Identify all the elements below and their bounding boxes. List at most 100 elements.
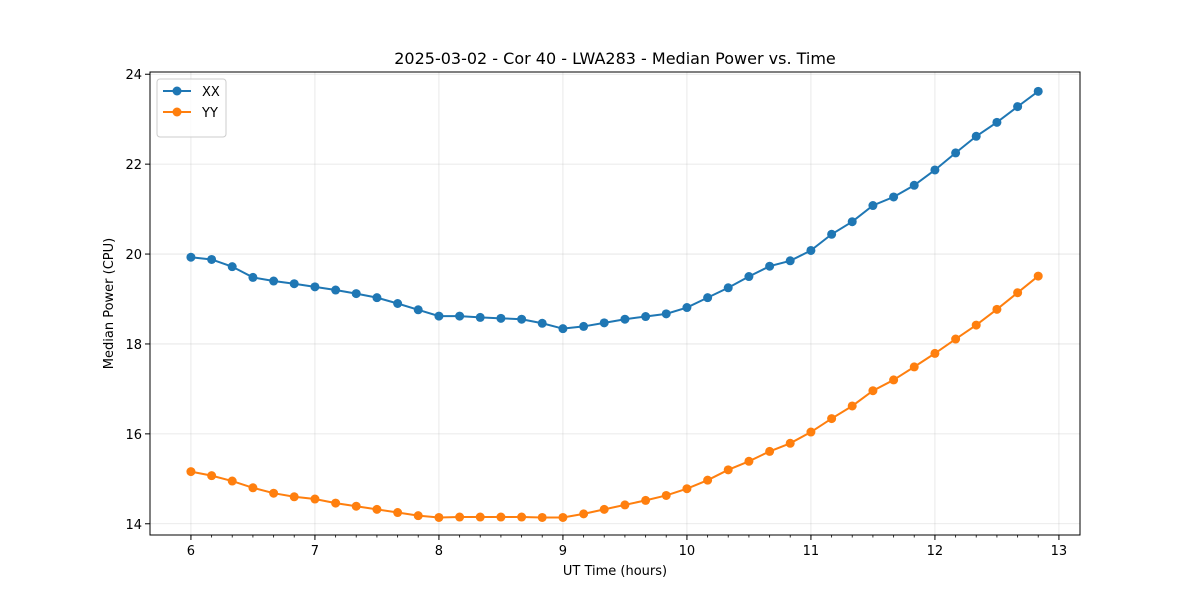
data-point-yy [971, 320, 981, 330]
x-tick-label: 6 [187, 544, 195, 559]
data-point-yy [847, 401, 857, 411]
data-point-xx [599, 318, 609, 328]
series-xx [186, 86, 1043, 334]
grid [150, 72, 1080, 535]
data-point-xx [413, 305, 423, 315]
data-point-yy [372, 504, 382, 514]
data-point-yy [992, 304, 1002, 314]
data-point-xx [517, 314, 527, 324]
data-point-xx [496, 313, 506, 323]
data-point-xx [723, 283, 733, 293]
data-point-yy [331, 498, 341, 508]
data-point-yy [496, 512, 506, 522]
legend: XX YY [156, 78, 227, 138]
data-point-xx [951, 148, 961, 158]
y-tick-label: 24 [125, 68, 142, 83]
axes: 6 7 8 9 10 11 12 13 14 16 18 20 22 24 [125, 68, 1067, 559]
data-point-xx [930, 165, 940, 175]
data-point-xx [186, 252, 196, 262]
data-point-yy [413, 511, 423, 521]
x-tick-label: 11 [803, 544, 820, 559]
data-point-yy [661, 490, 671, 500]
data-point-yy [248, 483, 258, 493]
data-point-xx [579, 321, 589, 331]
data-point-yy [310, 494, 320, 504]
data-point-yy [930, 348, 940, 358]
data-point-xx [393, 299, 403, 308]
data-point-xx [269, 276, 279, 286]
data-point-yy [682, 484, 692, 494]
data-point-yy [806, 427, 816, 437]
data-point-yy [455, 512, 465, 522]
data-point-yy [909, 362, 919, 372]
legend-marker-yy [172, 107, 182, 117]
legend-label-yy: YY [201, 106, 218, 121]
data-point-yy [186, 467, 196, 477]
data-point-xx [351, 289, 361, 299]
data-point-yy [744, 456, 754, 466]
data-point-xx [909, 180, 919, 190]
data-point-xx [310, 282, 320, 292]
data-point-yy [785, 438, 795, 448]
data-point-yy [641, 495, 651, 505]
data-point-yy [289, 492, 299, 502]
data-point-xx [765, 261, 775, 271]
data-point-yy [558, 512, 568, 522]
data-point-xx [744, 272, 754, 282]
data-point-xx [1033, 86, 1043, 96]
data-point-xx [620, 314, 630, 324]
data-point-yy [599, 504, 609, 514]
data-point-xx [558, 324, 568, 334]
data-point-yy [951, 334, 961, 344]
data-point-yy [889, 375, 899, 385]
data-point-xx [806, 245, 816, 255]
legend-marker-xx [172, 86, 182, 96]
data-point-yy [517, 512, 527, 522]
x-tick-label: 13 [1051, 544, 1068, 559]
data-point-yy [827, 414, 837, 424]
chart-title: 2025-03-02 - Cor 40 - LWA283 - Median Po… [394, 49, 836, 68]
data-point-xx [785, 256, 795, 266]
data-point-yy [207, 471, 217, 481]
y-tick-label: 16 [125, 428, 142, 443]
data-point-xx [682, 303, 692, 313]
data-point-xx [847, 217, 857, 227]
x-tick-label: 9 [559, 544, 567, 559]
data-point-yy [393, 508, 403, 518]
data-point-xx [289, 279, 299, 289]
data-point-xx [207, 254, 217, 264]
y-tick-label: 22 [125, 158, 142, 173]
data-point-xx [434, 311, 444, 321]
x-tick-label: 10 [679, 544, 696, 559]
data-point-xx [372, 293, 382, 303]
data-point-xx [827, 229, 837, 239]
y-tick-label: 18 [125, 338, 142, 353]
data-point-xx [889, 192, 899, 202]
data-point-xx [1013, 102, 1023, 112]
data-point-yy [269, 488, 279, 498]
y-tick-label: 14 [125, 518, 142, 533]
data-point-yy [703, 475, 713, 485]
data-point-xx [537, 318, 547, 328]
legend-label-xx: XX [202, 85, 220, 100]
y-axis-label: Median Power (CPU) [102, 238, 117, 369]
data-point-xx [248, 272, 258, 282]
x-tick-label: 7 [311, 544, 319, 559]
series-yy [186, 271, 1043, 522]
data-point-xx [455, 311, 465, 321]
data-point-yy [351, 501, 361, 511]
data-point-yy [579, 509, 589, 519]
data-point-yy [434, 512, 444, 522]
data-point-yy [723, 465, 733, 475]
data-point-yy [227, 476, 237, 486]
data-point-xx [641, 312, 651, 322]
x-axis-label: UT Time (hours) [563, 564, 667, 579]
data-point-yy [537, 512, 547, 522]
data-point-yy [868, 386, 878, 396]
data-point-yy [1033, 271, 1043, 281]
data-point-xx [331, 285, 341, 295]
data-point-xx [227, 262, 237, 272]
y-tick-label: 20 [125, 248, 142, 263]
data-point-xx [971, 131, 981, 141]
